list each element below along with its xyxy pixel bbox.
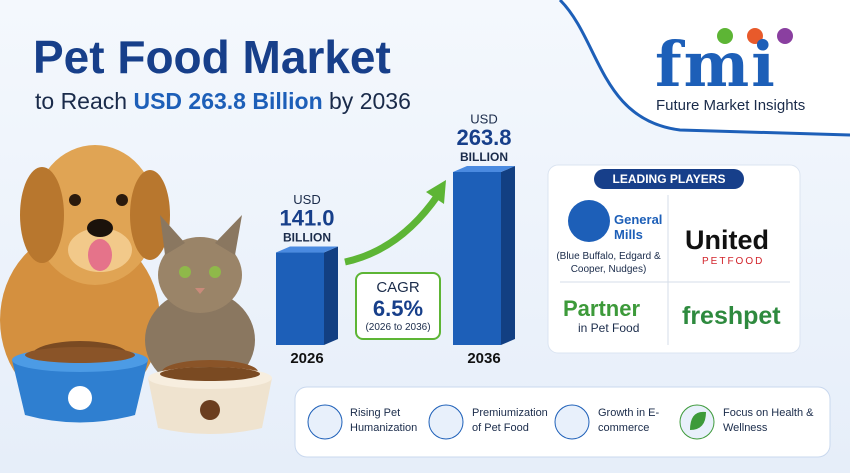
- feature-label: Premiumization of Pet Food: [472, 407, 548, 434]
- logo-name: Future Market Insights: [656, 97, 806, 114]
- unit-label: BILLION: [283, 231, 331, 245]
- gm-name-line: General: [614, 212, 663, 227]
- freshpet-name: freshpet: [682, 302, 781, 330]
- gm-brands: (Blue Buffalo, Edgard & Cooper, Nudges): [556, 251, 661, 275]
- logo-mark: fmi: [655, 28, 777, 101]
- partner-name: Partner: [563, 296, 641, 321]
- players-title: LEADING PLAYERS: [594, 169, 744, 189]
- year-label: 2036: [467, 350, 500, 367]
- bar-top: [453, 166, 515, 172]
- feature-label: Focus on Health & Wellness: [723, 407, 814, 434]
- players-panel: [547, 164, 801, 354]
- cagr-period: (2026 to 2036): [365, 322, 431, 333]
- cagr-box: CAGR 6.5% (2026 to 2036): [355, 272, 441, 340]
- partner-sub: in Pet Food: [578, 321, 640, 335]
- bar: [453, 172, 501, 345]
- feature-icons: [307, 404, 715, 440]
- cagr-label: CAGR: [376, 279, 420, 296]
- growth-arrow-head: [426, 180, 446, 204]
- bar-side: [324, 246, 338, 345]
- unit-label: USD: [470, 111, 497, 126]
- logo-dot: [717, 28, 733, 44]
- unit-label: USD: [293, 192, 320, 207]
- united-sub: PETFOOD: [702, 256, 765, 267]
- subtitle: to Reach USD 263.8 Billion by 2036: [35, 88, 411, 115]
- subtitle-highlight: USD 263.8 Billion: [133, 88, 323, 114]
- cagr-value: 6.5%: [372, 296, 424, 321]
- logo-curve: [558, 0, 850, 137]
- gm-logo: [568, 200, 610, 242]
- gm-name: General Mills: [614, 212, 662, 242]
- year-label: 2026: [290, 350, 323, 367]
- value-label: 141.0: [279, 205, 334, 230]
- food-bowls: [12, 341, 272, 434]
- growth-arrow: [344, 193, 441, 266]
- united-name: United: [685, 225, 769, 255]
- title: Pet Food Market: [33, 31, 391, 83]
- subtitle-text: by 2036: [329, 88, 411, 114]
- gm-name-line: Mills: [614, 227, 643, 242]
- unit-label: BILLION: [460, 150, 508, 164]
- bar: [276, 252, 324, 345]
- value-label: 263.8: [456, 125, 511, 150]
- bar-top: [276, 246, 338, 253]
- subtitle-text: to Reach: [35, 88, 128, 114]
- logo-dot: [747, 28, 763, 44]
- logo-dot: [777, 28, 793, 44]
- feature-label: Rising Pet Humanization: [350, 407, 418, 434]
- bar-side: [501, 166, 515, 345]
- feature-label: Growth in E-commerce: [598, 407, 660, 434]
